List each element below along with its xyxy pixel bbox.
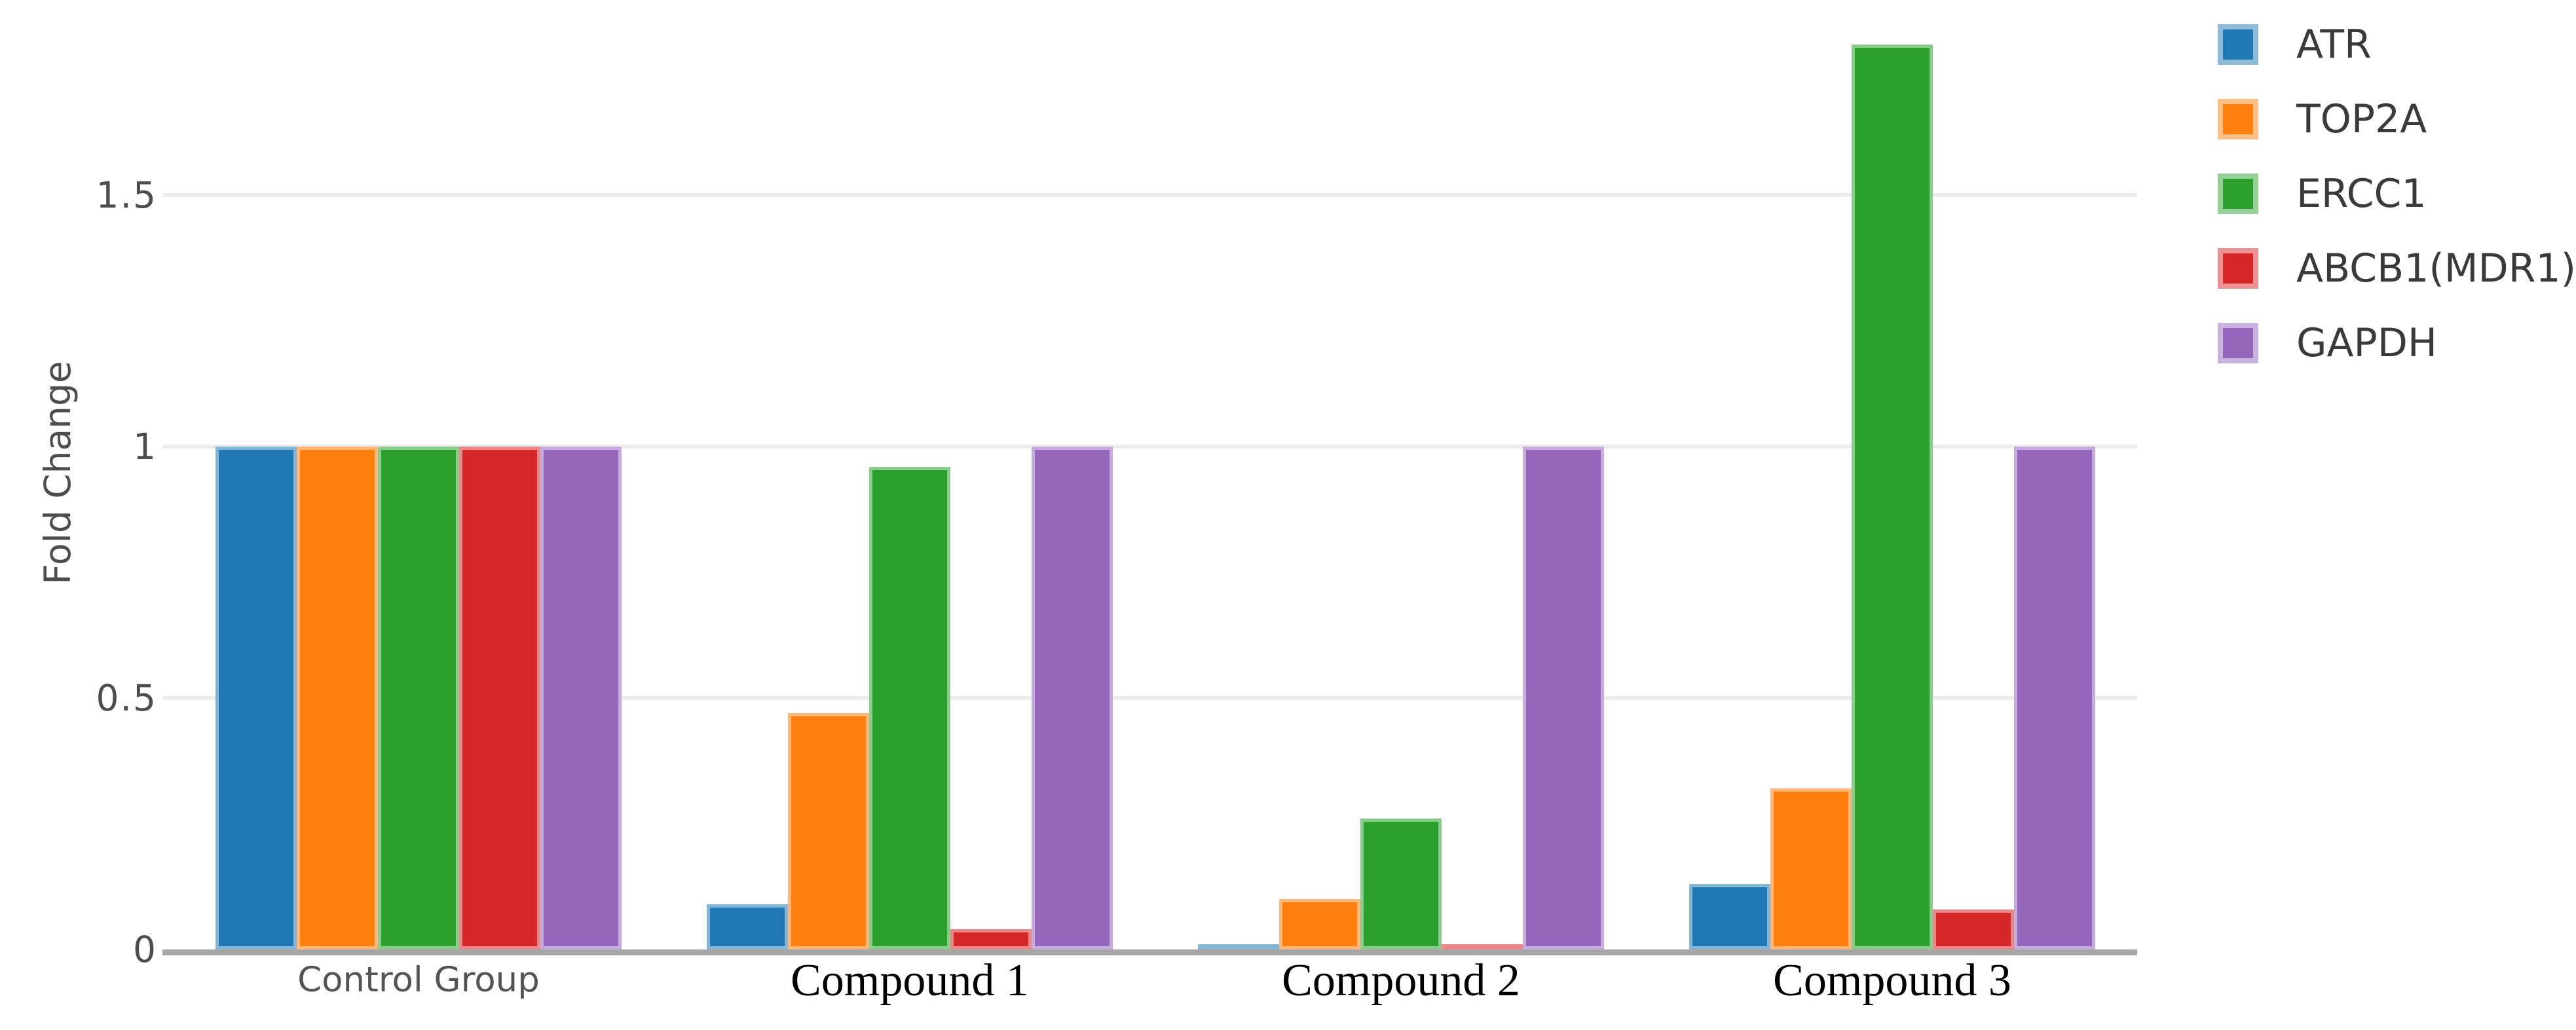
legend-item: ATR [2218,22,2576,67]
bar [788,713,869,949]
bar [2014,447,2095,949]
legend-label: ABCB1(MDR1) [2296,246,2576,291]
legend-swatch [2218,323,2258,363]
y-tick-label: 1 [133,426,157,468]
y-gridline [162,193,2137,197]
legend-swatch [2218,99,2258,139]
bar [297,447,378,949]
bar [1852,45,1933,949]
legend-swatch [2218,174,2258,214]
legend-item: GAPDH [2218,320,2576,366]
bar [1442,944,1523,949]
legend-label: ERCC1 [2296,171,2427,217]
bar [1933,910,2014,949]
x-tick-label: Compound 2 [1282,955,1520,1006]
x-tick-label: Compound 3 [1773,955,2011,1006]
bar [869,467,950,949]
bar [1523,447,1604,949]
y-tick-label: 0.5 [96,677,157,719]
y-tick-label: 1.5 [96,174,157,216]
legend-swatch [2218,248,2258,289]
y-gridline [162,445,2137,449]
bar [1360,818,1442,949]
legend-item: TOP2A [2218,96,2576,142]
legend: ATR TOP2A ERCC1 ABCB1(MDR1) GAPDH [2218,22,2576,366]
legend-label: GAPDH [2296,320,2438,366]
bar [540,447,622,949]
legend-swatch [2218,24,2258,65]
x-tick-label: Control Group [297,960,540,1000]
bar [1279,899,1360,949]
y-tick-label: 0 [133,929,157,970]
y-gridline [162,696,2137,700]
legend-label: TOP2A [2296,96,2427,142]
bar [1770,788,1852,949]
bar [1198,944,1279,949]
x-tick-label: Compound 1 [791,955,1029,1006]
bar [215,447,297,949]
legend-label: ATR [2296,22,2372,67]
bar [707,904,788,949]
bar [459,447,540,949]
bar [378,447,459,949]
bar [1032,447,1113,949]
y-axis-title: Fold Change [37,361,79,585]
legend-item: ERCC1 [2218,171,2576,217]
x-axis-line [162,949,2137,955]
bar [1689,884,1770,949]
bar [950,929,1032,949]
legend-item: ABCB1(MDR1) [2218,246,2576,291]
